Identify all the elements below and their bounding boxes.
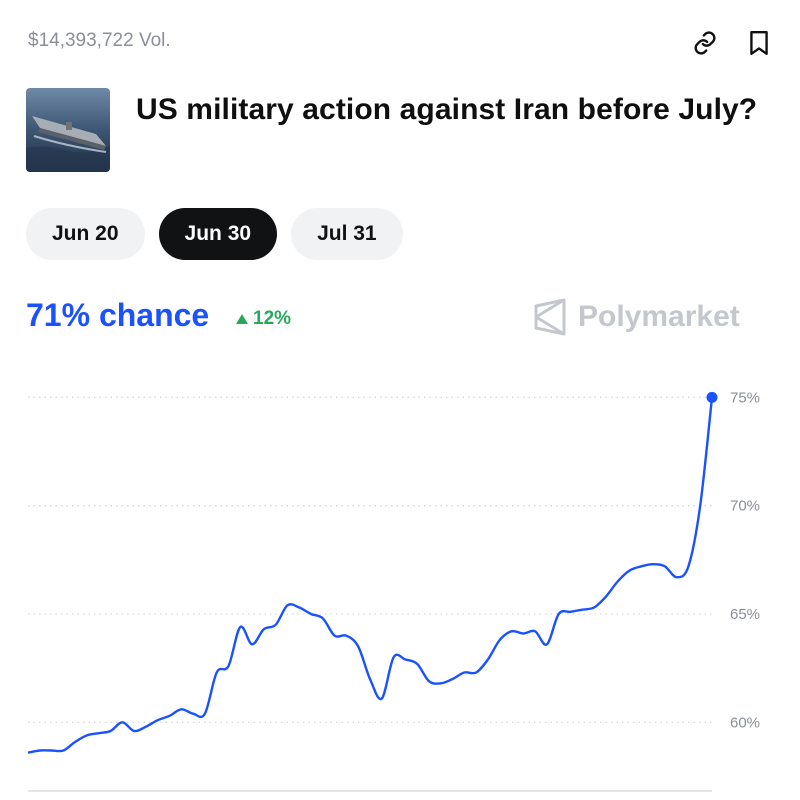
tab-jun-30[interactable]: Jun 30 xyxy=(158,208,278,260)
series-line xyxy=(27,397,714,754)
y-tick-label: 70% xyxy=(730,498,760,515)
change-value: 12% xyxy=(253,308,292,329)
aircraft-carrier-image xyxy=(26,88,110,172)
date-tabs: Jun 20 Jun 30 Jul 31 xyxy=(26,208,403,260)
brand-name: Polymarket xyxy=(578,300,740,333)
y-tick-label: 60% xyxy=(730,714,760,731)
link-icon[interactable] xyxy=(690,28,720,58)
volume-label: $14,393,722 Vol. xyxy=(28,30,171,51)
tab-jun-20[interactable]: Jun 20 xyxy=(26,208,145,260)
y-tick-label: 75% xyxy=(730,389,760,406)
y-tick-label: 65% xyxy=(730,606,760,623)
chance-value: 71% chance xyxy=(26,297,210,333)
tab-jul-31[interactable]: Jul 31 xyxy=(291,208,403,260)
change-badge: 12% xyxy=(236,308,291,330)
market-thumbnail xyxy=(26,88,110,172)
latest-point-marker xyxy=(706,391,718,403)
polymarket-logo-icon xyxy=(534,298,566,336)
price-chart[interactable]: 75% 70% 65% 60% xyxy=(0,380,800,800)
bookmark-icon[interactable] xyxy=(744,28,774,58)
market-title: US military action against Iran before J… xyxy=(136,93,758,126)
triangle-up-icon xyxy=(236,314,248,324)
polymarket-brand: Polymarket xyxy=(532,298,740,336)
